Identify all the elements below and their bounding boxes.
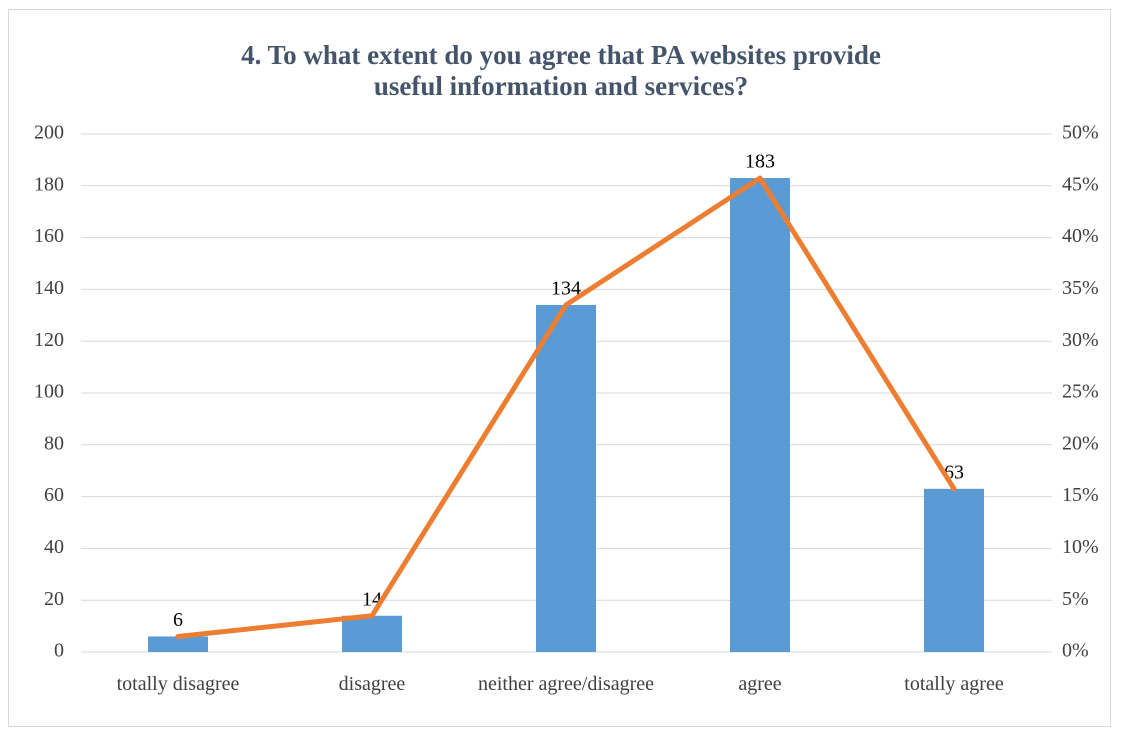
y2-tick-label: 30% [1062, 329, 1099, 351]
y2-tick-label: 35% [1062, 277, 1099, 299]
x-tick-label: totally disagree [116, 673, 240, 695]
x-tick-label: agree [738, 673, 782, 695]
chart-title: 4. To what extent do you agree that PA w… [241, 40, 881, 101]
y2-tick-label: 15% [1062, 484, 1099, 506]
bar [924, 488, 984, 652]
data-label: 134 [551, 278, 581, 300]
y-tick-label: 160 [34, 225, 64, 247]
data-label: 183 [745, 151, 775, 173]
y2-tick-label: 10% [1062, 536, 1099, 558]
y2-tick-label: 0% [1062, 640, 1089, 662]
bar [342, 615, 402, 652]
x-tick-label: totally agree [904, 673, 1004, 695]
y2-tick-label: 25% [1062, 381, 1099, 403]
y-tick-label: 100 [34, 381, 64, 403]
y-tick-label: 180 [34, 173, 64, 195]
y-tick-label: 80 [44, 432, 64, 454]
y-tick-label: 120 [34, 329, 64, 351]
y2-tick-label: 5% [1062, 588, 1089, 610]
bar [536, 304, 596, 652]
y-tick-label: 40 [44, 536, 64, 558]
line [175, 175, 957, 639]
data-label: 6 [173, 609, 183, 631]
bar [148, 636, 208, 652]
bar [730, 178, 790, 652]
y2-tick-label: 40% [1062, 225, 1099, 247]
y2-tick-label: 20% [1062, 432, 1099, 454]
y-tick-label: 20 [44, 588, 64, 610]
chart-frame [8, 9, 1111, 727]
y-tick-label: 60 [44, 484, 64, 506]
x-tick-label: neither agree/disagree [477, 673, 654, 695]
x-tick-label: disagree [338, 673, 406, 695]
y-tick-label: 140 [34, 277, 64, 299]
y-tick-label: 200 [34, 122, 64, 144]
y2-tick-label: 50% [1062, 122, 1099, 144]
y-tick-label: 0 [54, 640, 64, 662]
y2-tick-label: 45% [1062, 173, 1099, 195]
